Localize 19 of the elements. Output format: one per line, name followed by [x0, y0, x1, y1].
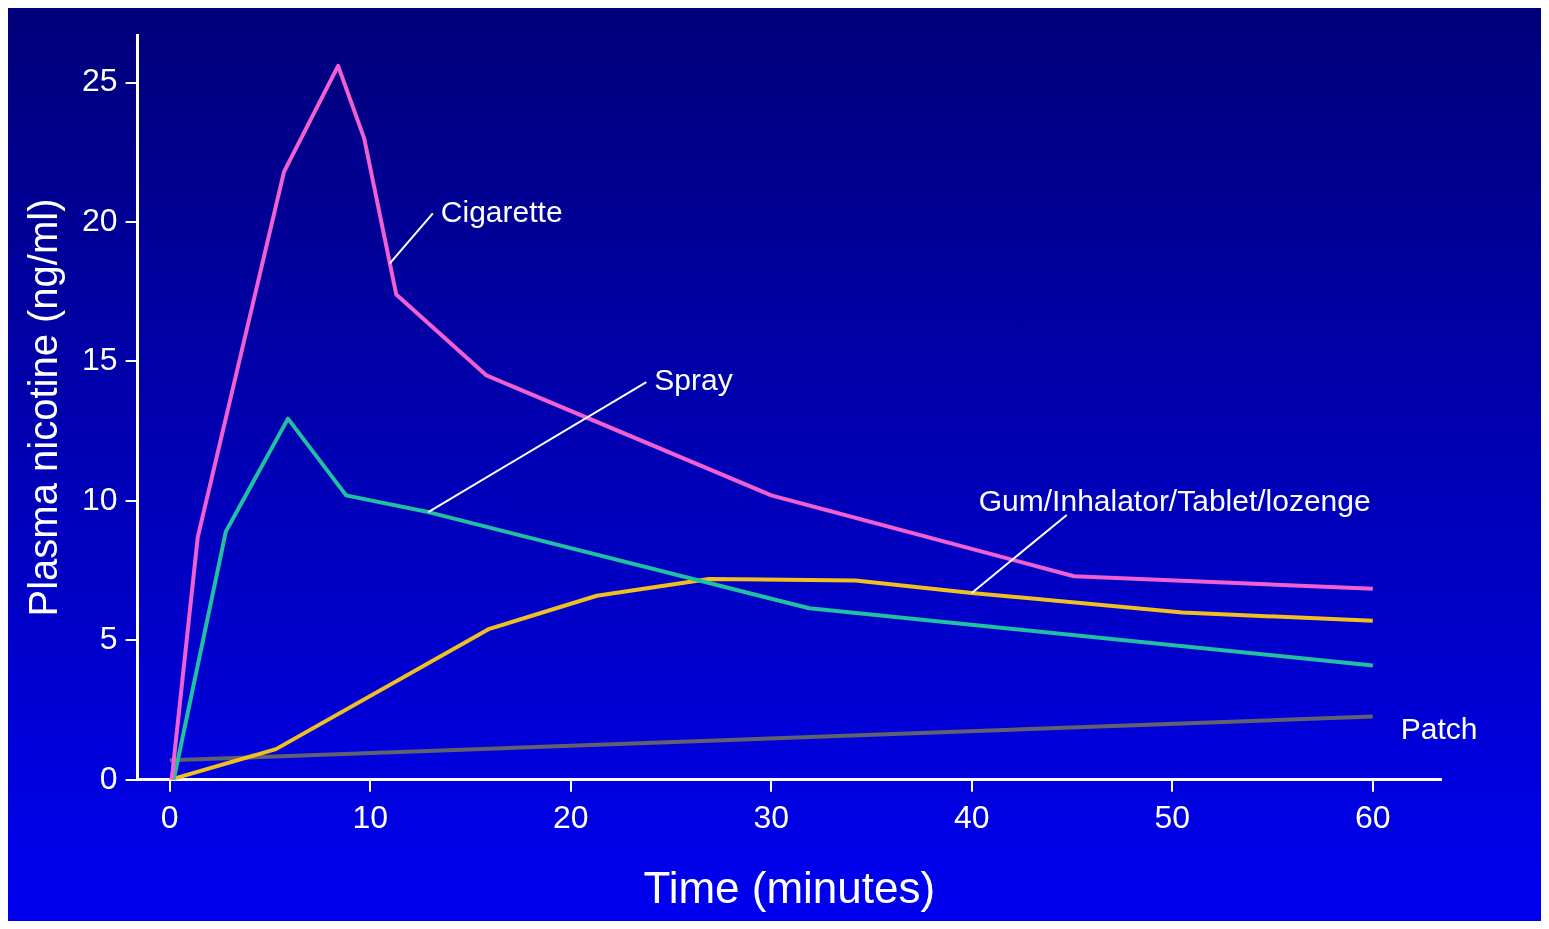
- y-tick-label: 10: [82, 480, 118, 517]
- x-tick-label: 20: [552, 798, 589, 835]
- y-tick-label: 15: [82, 341, 118, 378]
- series-label: Cigarette: [440, 194, 563, 228]
- y-axis-title: Plasma nicotine (ng/ml): [21, 198, 66, 617]
- x-tick-label: 0: [160, 798, 179, 835]
- x-tick-label: 60: [1355, 798, 1391, 835]
- y-tick-label: 25: [82, 62, 118, 99]
- x-tick-label: 30: [753, 798, 790, 835]
- x-tick-label: 10: [352, 798, 388, 835]
- series-label: Patch: [1400, 711, 1478, 745]
- x-axis-title: Time (minutes): [643, 862, 936, 912]
- text: Spray: [654, 363, 733, 397]
- y-tick-label: 5: [99, 620, 118, 657]
- x-tick-label: 50: [1154, 798, 1191, 835]
- x-tick-label: 40: [953, 798, 990, 835]
- y-tick-label: 20: [82, 201, 118, 238]
- y-tick-label: 0: [99, 759, 118, 796]
- text: Gum/Inhalator/Tablet/lozenge: [978, 484, 1371, 518]
